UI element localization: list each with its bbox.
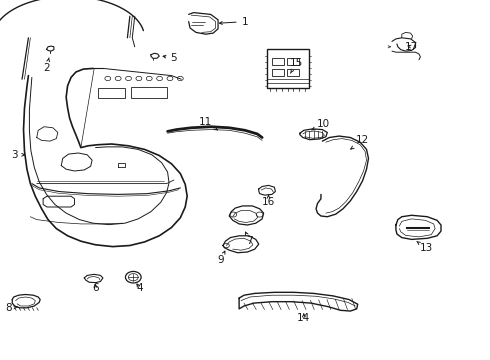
Text: 6: 6 xyxy=(92,283,99,293)
Text: 11: 11 xyxy=(199,117,218,130)
Text: 8: 8 xyxy=(5,303,18,313)
Bar xyxy=(267,49,309,88)
Text: 12: 12 xyxy=(351,135,369,149)
Bar xyxy=(272,58,284,65)
Text: 15: 15 xyxy=(290,58,303,73)
Bar xyxy=(287,69,299,76)
Text: 14: 14 xyxy=(297,312,311,323)
Text: 3: 3 xyxy=(11,150,24,160)
Bar xyxy=(287,58,299,65)
Text: 17: 17 xyxy=(405,42,418,52)
Text: 9: 9 xyxy=(217,251,225,265)
Text: 10: 10 xyxy=(312,119,330,130)
Text: 5: 5 xyxy=(163,53,177,63)
Text: 7: 7 xyxy=(245,232,253,246)
Text: 1: 1 xyxy=(220,17,248,27)
Text: 4: 4 xyxy=(136,283,143,293)
Text: 2: 2 xyxy=(43,58,50,73)
Text: 13: 13 xyxy=(417,242,433,253)
Bar xyxy=(272,69,284,76)
Text: 16: 16 xyxy=(262,194,275,207)
